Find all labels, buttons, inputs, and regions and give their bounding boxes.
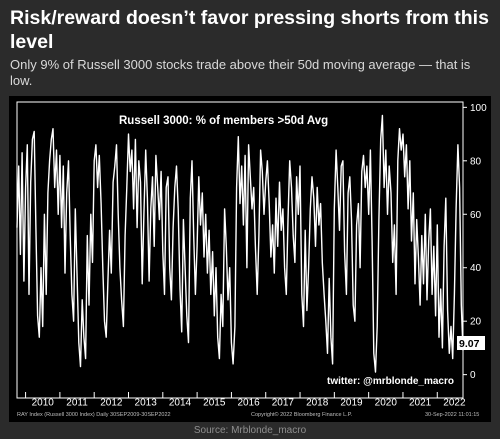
x-tick-label: 2011 xyxy=(66,398,88,409)
y-tick-label: 0 xyxy=(470,370,476,381)
x-tick-label: 2016 xyxy=(237,398,260,409)
x-tick-label: 2020 xyxy=(375,398,398,409)
y-tick-label: 80 xyxy=(470,156,482,167)
x-tick-label: 2019 xyxy=(340,398,363,409)
x-tick-label: 2010 xyxy=(32,398,55,409)
x-tick-label: 2022 xyxy=(443,398,466,409)
x-tick-label: 2021 xyxy=(409,398,432,409)
x-tick-label: 2018 xyxy=(306,398,329,409)
chart-footer-right: 30-Sep-2022 11:01:15 xyxy=(425,412,479,418)
x-tick-label: 2015 xyxy=(203,398,226,409)
chart-frame: 0 20 40 60 80 100 2010 2011 2012 2013 2014 2015 201… xyxy=(9,96,491,422)
last-value-label: 9.07 xyxy=(459,338,480,350)
x-tick-label: 2017 xyxy=(272,398,295,409)
y-tick-label: 60 xyxy=(470,210,482,221)
last-value-marker: 9.07 xyxy=(457,336,485,350)
chart-title: Russell 3000: % of members >50d Avg xyxy=(119,115,328,127)
chart-watermark: twitter: @mrblonde_macro xyxy=(327,376,454,387)
last-value-badge xyxy=(457,336,485,350)
chart-footer-center: Copyright© 2022 Bloomberg Finance L.P. xyxy=(251,411,353,418)
subheadline: Only 9% of Russell 3000 stocks trade abo… xyxy=(10,57,471,88)
y-tick-label: 20 xyxy=(470,317,482,328)
y-tick-label: 100 xyxy=(470,103,487,114)
chart-footer-left: RAY Index (Russell 3000 Index) Daily 30S… xyxy=(17,412,171,418)
line-chart: 0 20 40 60 80 100 2010 2011 2012 2013 2014 2015 201… xyxy=(9,96,491,422)
x-tick-label: 2013 xyxy=(135,398,158,409)
x-tick-label: 2012 xyxy=(100,398,123,409)
headline: Risk/reward doesn’t favor pressing short… xyxy=(10,7,489,53)
y-tick-label: 40 xyxy=(470,263,482,274)
source-credit: Source: Mrblonde_macro xyxy=(193,425,307,436)
series-line xyxy=(16,114,464,373)
x-tick-label: 2014 xyxy=(169,398,192,409)
